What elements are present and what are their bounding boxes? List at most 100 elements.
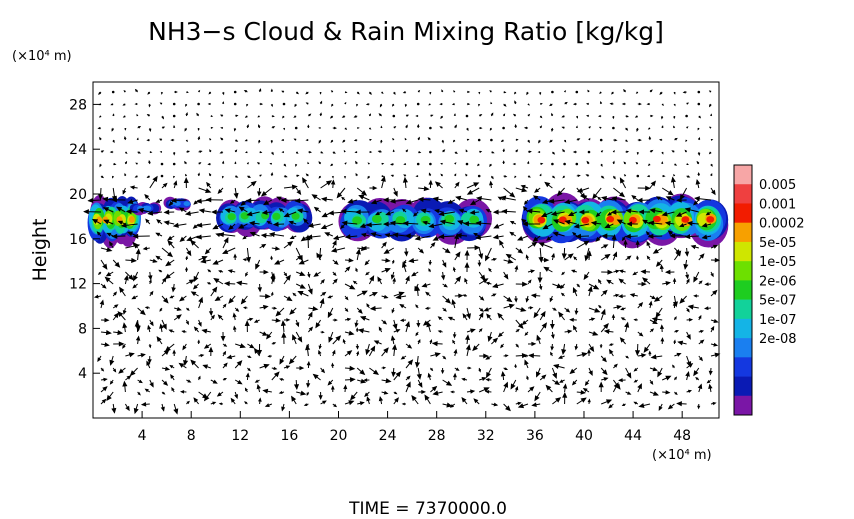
wind-vector bbox=[479, 126, 483, 130]
wind-vector bbox=[581, 194, 590, 201]
wind-vector bbox=[148, 159, 151, 165]
wind-vector bbox=[198, 208, 211, 214]
wind-vector bbox=[222, 236, 229, 249]
wind-vector bbox=[540, 102, 543, 106]
wind-vector bbox=[203, 391, 212, 402]
wind-vector bbox=[148, 343, 152, 349]
wind-vector bbox=[392, 319, 398, 330]
wind-vector bbox=[289, 235, 297, 239]
wind-vector bbox=[531, 402, 541, 408]
colorbar-swatch bbox=[734, 395, 752, 416]
wind-vector bbox=[686, 307, 690, 313]
wind-vector bbox=[574, 307, 579, 316]
wind-vector bbox=[539, 310, 546, 321]
wind-vector bbox=[149, 290, 154, 297]
wind-vector bbox=[642, 219, 651, 225]
wind-vector bbox=[664, 269, 675, 275]
wind-vector bbox=[405, 199, 419, 205]
wind-vector bbox=[452, 266, 456, 273]
wind-vector bbox=[132, 233, 150, 239]
wind-vector bbox=[673, 376, 678, 381]
wind-vector bbox=[697, 171, 701, 177]
wind-vector bbox=[258, 397, 262, 405]
wind-vector bbox=[540, 211, 553, 218]
colorbar-label: 5e-07 bbox=[759, 294, 797, 309]
wind-vector bbox=[377, 276, 383, 285]
wind-vector bbox=[354, 209, 370, 215]
wind-vector bbox=[637, 353, 647, 358]
wind-vector bbox=[684, 149, 688, 153]
wind-vector bbox=[649, 391, 659, 396]
wind-vector bbox=[661, 211, 675, 217]
wind-vector bbox=[514, 363, 518, 369]
wind-vector bbox=[392, 232, 407, 238]
wind-vector bbox=[619, 177, 627, 189]
wind-vector bbox=[497, 331, 504, 338]
wind-vector bbox=[235, 114, 239, 118]
wind-vector bbox=[649, 149, 654, 153]
wind-vector bbox=[499, 239, 505, 249]
wind-vector bbox=[280, 197, 297, 203]
cloud-cell bbox=[652, 215, 661, 223]
colorbar-swatch bbox=[734, 222, 752, 243]
wind-vector bbox=[697, 151, 701, 156]
wind-vector bbox=[305, 173, 309, 177]
wind-vector bbox=[196, 112, 200, 117]
wind-vector bbox=[320, 151, 324, 154]
colorbar-label: 2e-06 bbox=[759, 274, 797, 289]
wind-vector bbox=[163, 220, 175, 226]
wind-vector bbox=[186, 400, 190, 405]
wind-vector bbox=[405, 114, 410, 117]
wind-vector bbox=[217, 314, 224, 321]
wind-vector bbox=[190, 359, 199, 369]
wind-vector bbox=[524, 331, 529, 336]
wind-vector bbox=[131, 295, 138, 300]
wind-vector bbox=[424, 394, 431, 405]
wind-vector bbox=[417, 247, 425, 254]
wind-vector bbox=[93, 294, 102, 299]
wind-vector bbox=[516, 235, 529, 241]
wind-vector bbox=[281, 403, 286, 412]
wind-vector bbox=[319, 297, 325, 309]
wind-vector bbox=[247, 317, 254, 322]
wind-vector bbox=[483, 307, 492, 312]
wind-vector bbox=[97, 271, 102, 275]
wind-vector bbox=[389, 198, 407, 204]
wind-vector bbox=[586, 160, 590, 165]
wind-vector bbox=[183, 355, 189, 367]
wind-vector bbox=[124, 172, 127, 177]
wind-vector bbox=[621, 403, 626, 406]
wind-vector bbox=[192, 223, 199, 229]
wind-vector bbox=[381, 378, 392, 384]
wind-vector bbox=[686, 317, 694, 322]
wind-vector bbox=[649, 319, 658, 325]
wind-vector bbox=[198, 296, 204, 309]
wind-vector bbox=[164, 271, 175, 280]
wind-vector bbox=[99, 163, 102, 168]
wind-vector bbox=[513, 113, 517, 117]
wind-vector bbox=[491, 151, 495, 154]
wind-vector bbox=[105, 271, 114, 277]
wind-vector bbox=[109, 150, 114, 154]
wind-vector bbox=[332, 278, 338, 285]
wind-vector bbox=[246, 103, 249, 107]
chart-title: NH3−s Cloud & Rain Mixing Ratio [kg/kg] bbox=[148, 17, 664, 46]
wind-vector bbox=[330, 163, 334, 167]
wind-vector bbox=[539, 115, 543, 119]
wind-vector bbox=[664, 220, 675, 226]
cloud-cell bbox=[183, 201, 191, 207]
wind-vector bbox=[359, 316, 370, 321]
wind-vector bbox=[234, 149, 238, 153]
wind-vector bbox=[281, 90, 285, 93]
wind-vector bbox=[503, 103, 507, 107]
wind-vector bbox=[625, 150, 630, 154]
wind-vector bbox=[701, 222, 712, 228]
wind-vector bbox=[608, 348, 614, 357]
wind-vector bbox=[673, 316, 677, 321]
wind-vector bbox=[415, 174, 419, 178]
wind-vector bbox=[257, 283, 263, 293]
wind-vector bbox=[171, 283, 176, 293]
y-unit-label: (×10⁴ m) bbox=[12, 49, 72, 64]
x-tick-label: 28 bbox=[428, 428, 446, 444]
wind-vector bbox=[344, 365, 356, 371]
